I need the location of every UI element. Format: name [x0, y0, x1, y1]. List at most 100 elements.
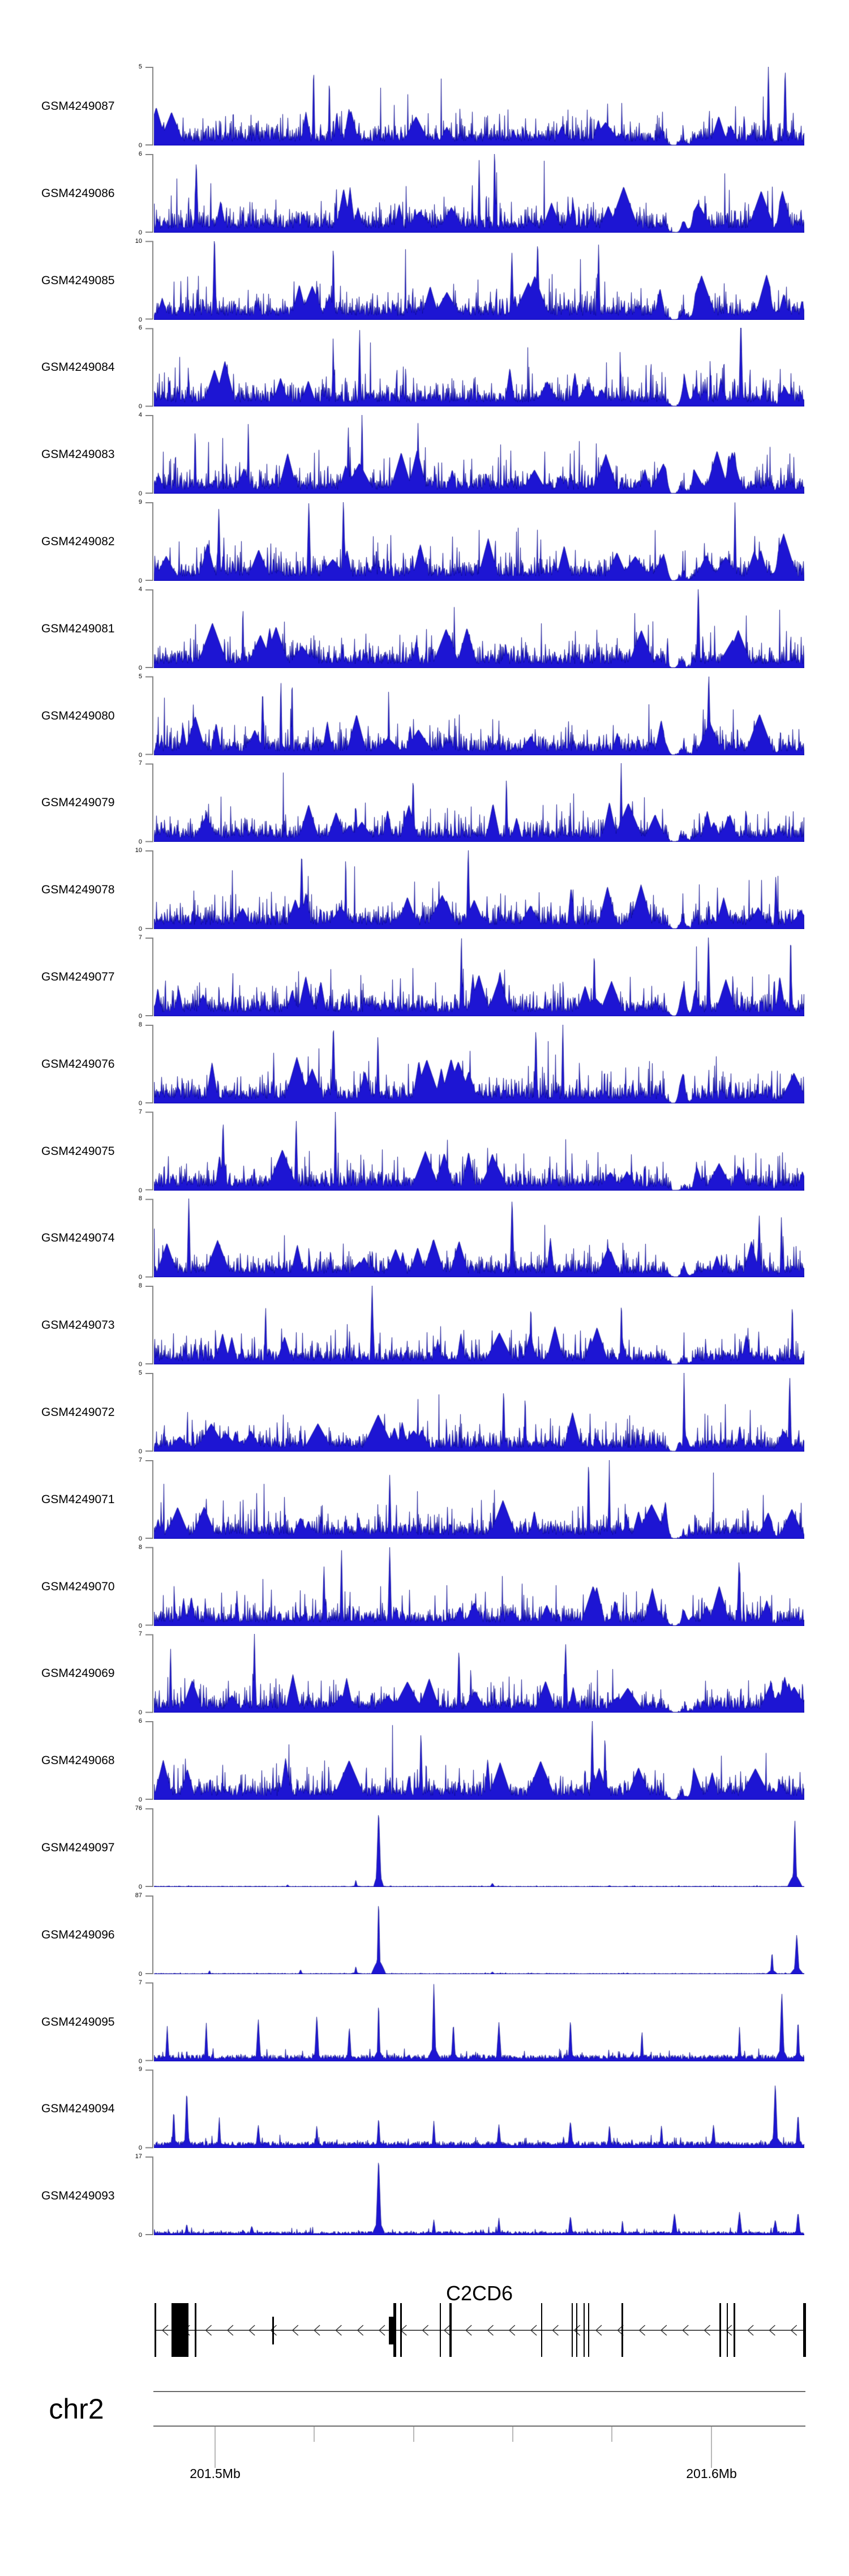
coverage-histogram-GSM4249079 — [154, 763, 804, 842]
axis-tick-label-201.6Mb: 201.6Mb — [686, 2466, 737, 2481]
strand-arrow-left-icon — [248, 2325, 255, 2336]
y-axis-max-GSM4249096: 87 — [135, 1892, 142, 1899]
y-axis-bracket-GSM4249094 — [145, 2069, 153, 2149]
y-axis-max-GSM4249077: 7 — [138, 934, 142, 941]
strand-arrow-left-icon — [400, 2325, 407, 2336]
y-axis-min-GSM4249074: 0 — [138, 1274, 142, 1281]
strand-arrow-left-icon — [769, 2325, 775, 2336]
coverage-histogram-GSM4249093 — [154, 2156, 804, 2236]
strand-arrow-left-icon — [573, 2325, 581, 2336]
coverage-histogram-GSM4249096 — [154, 1895, 804, 1974]
gene-exon-10 — [541, 2303, 542, 2357]
y-axis-bracket-GSM4249084 — [145, 328, 153, 407]
y-axis-min-GSM4249071: 0 — [138, 1535, 142, 1542]
y-axis-max-GSM4249079: 7 — [138, 760, 142, 767]
track-label-GSM4249070: GSM4249070 — [41, 1580, 115, 1593]
track-label-GSM4249097: GSM4249097 — [41, 1841, 115, 1854]
y-axis-max-GSM4249074: 8 — [138, 1195, 142, 1203]
y-axis-min-GSM4249085: 0 — [138, 316, 142, 323]
coverage-histogram-GSM4249078 — [154, 850, 804, 930]
gene-exon-14 — [588, 2303, 589, 2357]
y-axis-min-GSM4249084: 0 — [138, 403, 142, 410]
track-label-GSM4249096: GSM4249096 — [41, 1928, 115, 1941]
y-axis-bracket-GSM4249078 — [145, 850, 153, 930]
y-axis-bracket-GSM4249079 — [145, 763, 153, 842]
track-label-GSM4249080: GSM4249080 — [41, 709, 115, 722]
strand-arrow-left-icon — [291, 2325, 299, 2336]
y-axis-max-GSM4249094: 9 — [138, 2066, 142, 2073]
y-axis-bracket-GSM4249082 — [145, 502, 153, 581]
strand-arrow-left-icon — [183, 2325, 190, 2336]
y-axis-min-GSM4249076: 0 — [138, 1099, 142, 1107]
y-axis-max-GSM4249085: 10 — [135, 237, 142, 245]
y-axis-min-GSM4249080: 0 — [138, 751, 142, 759]
y-axis-bracket-GSM4249074 — [145, 1199, 153, 1278]
track-label-GSM4249094: GSM4249094 — [41, 2102, 115, 2116]
y-axis-max-GSM4249073: 8 — [138, 1282, 142, 1290]
y-axis-max-GSM4249087: 5 — [138, 63, 142, 70]
gene-exon-15 — [621, 2303, 623, 2357]
coverage-histogram-GSM4249076 — [154, 1024, 804, 1103]
y-axis-min-GSM4249096: 0 — [138, 1970, 142, 1978]
gene-exon-2 — [171, 2303, 188, 2357]
strand-arrow-left-icon — [508, 2325, 516, 2336]
strand-arrow-left-icon — [595, 2325, 602, 2336]
coverage-histogram-GSM4249070 — [154, 1547, 804, 1626]
y-axis-min-GSM4249082: 0 — [138, 577, 142, 584]
y-axis-min-GSM4249079: 0 — [138, 838, 142, 846]
y-axis-min-GSM4249086: 0 — [138, 229, 142, 236]
coverage-histogram-GSM4249074 — [154, 1199, 804, 1278]
y-axis-bracket-GSM4249071 — [145, 1460, 153, 1539]
coverage-histogram-GSM4249086 — [154, 153, 804, 233]
y-axis-min-GSM4249097: 0 — [138, 1884, 142, 1890]
track-label-GSM4249083: GSM4249083 — [41, 448, 115, 461]
gene-exon-11 — [572, 2303, 573, 2357]
y-axis-bracket-GSM4249093 — [145, 2156, 153, 2236]
track-label-GSM4249073: GSM4249073 — [41, 1319, 115, 1332]
y-axis-bracket-GSM4249070 — [145, 1547, 153, 1626]
strand-arrow-left-icon — [161, 2325, 169, 2336]
gene-exon-17 — [727, 2303, 728, 2357]
strand-arrow-left-icon — [682, 2325, 689, 2336]
coverage-histogram-GSM4249071 — [154, 1460, 804, 1539]
track-label-GSM4249081: GSM4249081 — [41, 622, 115, 635]
strand-arrow-left-icon — [704, 2325, 710, 2336]
track-label-GSM4249086: GSM4249086 — [41, 186, 115, 200]
strand-arrow-left-icon — [443, 2325, 451, 2336]
y-axis-max-GSM4249076: 8 — [138, 1021, 142, 1028]
gene-exon-19 — [803, 2303, 806, 2357]
track-label-GSM4249072: GSM4249072 — [41, 1406, 115, 1419]
track-label-GSM4249077: GSM4249077 — [41, 970, 115, 983]
track-label-GSM4249093: GSM4249093 — [41, 2189, 115, 2203]
gene-exon-3 — [195, 2303, 196, 2357]
coverage-histogram-GSM4249085 — [154, 241, 804, 320]
y-axis-max-GSM4249070: 8 — [138, 1543, 142, 1551]
y-axis-bracket-GSM4249095 — [145, 1982, 153, 2061]
y-axis-min-GSM4249083: 0 — [138, 490, 142, 498]
y-axis-bracket-GSM4249069 — [145, 1634, 153, 1713]
strand-arrow-left-icon — [747, 2325, 754, 2336]
y-axis-min-GSM4249068: 0 — [138, 1796, 142, 1804]
y-axis-max-GSM4249081: 4 — [138, 585, 142, 593]
y-axis-bracket-GSM4249086 — [145, 153, 153, 233]
y-axis-max-GSM4249072: 5 — [138, 1370, 142, 1376]
gene-name-label: C2CD6 — [445, 2282, 513, 2305]
y-axis-bracket-GSM4249076 — [145, 1024, 153, 1103]
gene-exon-9 — [449, 2303, 452, 2357]
gene-exon-4 — [272, 2317, 274, 2344]
gene-exon-13 — [584, 2303, 585, 2357]
y-axis-max-GSM4249093: 17 — [135, 2153, 142, 2160]
y-axis-min-GSM4249070: 0 — [138, 1622, 142, 1629]
coverage-histogram-GSM4249075 — [154, 1111, 804, 1191]
y-axis-max-GSM4249080: 5 — [138, 673, 142, 680]
track-label-GSM4249069: GSM4249069 — [41, 1667, 115, 1680]
strand-arrow-left-icon — [314, 2325, 320, 2336]
strand-arrow-left-icon — [270, 2325, 277, 2336]
coverage-histogram-GSM4249073 — [154, 1286, 804, 1365]
strand-arrow-left-icon — [790, 2325, 797, 2336]
y-axis-min-GSM4249087: 0 — [138, 142, 142, 149]
strand-arrow-left-icon — [357, 2325, 364, 2336]
strand-arrow-left-icon — [725, 2325, 732, 2336]
track-label-GSM4249084: GSM4249084 — [41, 361, 115, 374]
